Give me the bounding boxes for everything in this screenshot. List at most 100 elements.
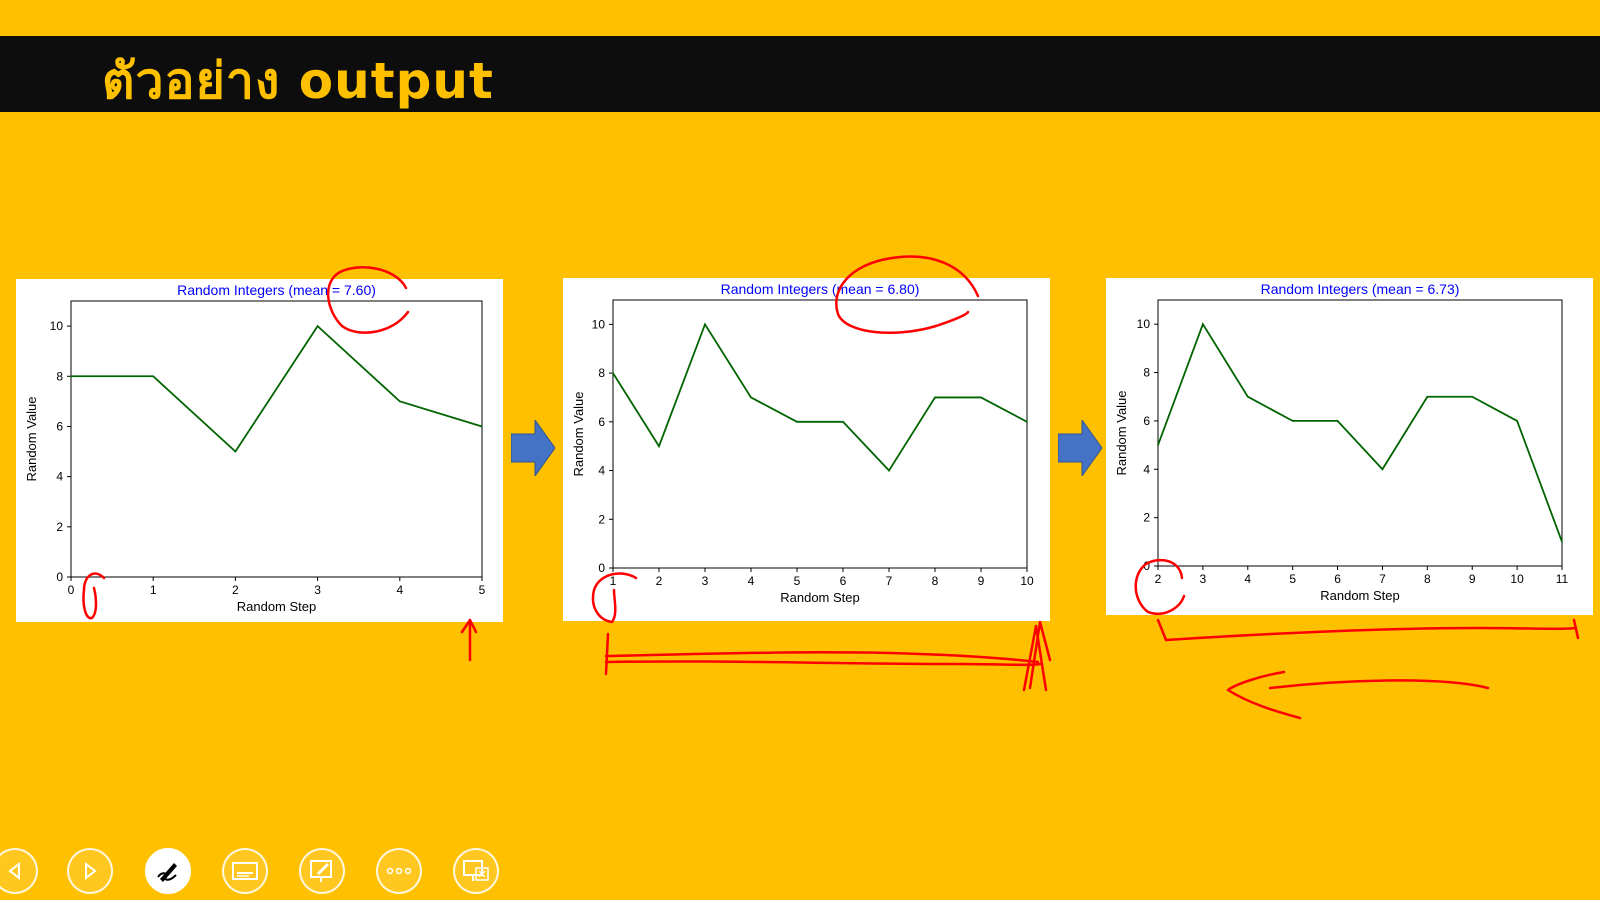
data-point [1561, 541, 1563, 543]
y-tick-label: 2 [598, 512, 605, 526]
data-point [1026, 421, 1028, 423]
data-point [750, 396, 752, 399]
x-tick-label: 5 [1289, 572, 1296, 586]
x-tick-label: 0 [68, 583, 75, 597]
chart-panel-2: Random Integers (mean = 6.80) 0 2 4 6 8 10 1 2 3 4… [563, 278, 1050, 621]
data-point [888, 469, 890, 472]
x-tick-label: 9 [1469, 572, 1476, 586]
previous-icon [8, 861, 20, 881]
x-tick-label: 2 [656, 574, 663, 588]
x-tick-label: 9 [978, 574, 985, 588]
y-tick-label: 10 [592, 317, 606, 331]
pen-tool-button[interactable] [145, 848, 191, 894]
y-tick-label: 10 [50, 319, 64, 333]
slide-overview-icon [310, 860, 332, 882]
y-tick-label: 10 [1137, 317, 1151, 331]
plot-frame [70, 300, 483, 578]
plot-frame [612, 299, 1028, 569]
data-point [399, 400, 401, 403]
series-line [71, 324, 483, 453]
plot-frame [1157, 299, 1563, 567]
x-tick-label: 6 [1334, 572, 1341, 586]
data-point [842, 421, 844, 423]
chart-title: Random Integers (mean = 6.80) [721, 281, 920, 297]
x-tick-label: 5 [794, 574, 801, 588]
x-tick-label: 3 [1200, 572, 1207, 586]
title-bar: ตัวอย่าง output [0, 36, 1600, 112]
data-point [1381, 468, 1384, 471]
y-tick-label: 8 [598, 366, 605, 380]
x-tick-label: 8 [1424, 572, 1431, 586]
chart-title: Random Integers (mean = 6.73) [1261, 281, 1460, 297]
data-point [1471, 395, 1474, 398]
x-tick-label: 1 [150, 583, 157, 597]
next-slide-button[interactable] [67, 848, 113, 894]
y-tick-label: 2 [1143, 511, 1150, 525]
next-icon [85, 861, 97, 881]
y-tick-label: 6 [56, 419, 63, 433]
y-tick-label: 8 [56, 369, 63, 383]
chart-panel-1: Random Integers (mean = 7.60) 0 2 4 6 8 10 0 1 2 3… [16, 279, 503, 622]
data-point [152, 375, 154, 378]
x-tick-label: 7 [1379, 572, 1386, 586]
x-axis-label: Random Step [237, 599, 317, 614]
chart-title: Random Integers (mean = 7.60) [177, 282, 376, 298]
previous-slide-button[interactable] [0, 848, 38, 894]
right-arrow-icon [1058, 420, 1102, 476]
x-tick-label: 3 [314, 583, 321, 597]
y-tick-label: 0 [56, 570, 63, 584]
x-axis-label: Random Step [1320, 588, 1400, 603]
data-point [1202, 323, 1204, 325]
y-tick-label: 2 [56, 520, 63, 534]
x-tick-label: 4 [1244, 572, 1251, 586]
x-tick-label: 4 [748, 574, 755, 588]
slide-title: ตัวอย่าง output [102, 52, 494, 110]
end-show-icon [463, 860, 489, 881]
x-tick-label: 4 [396, 583, 403, 597]
data-point [1426, 395, 1429, 398]
x-tick-label: 5 [479, 583, 486, 597]
y-tick-label: 4 [1143, 462, 1150, 476]
x-tick-label: 2 [232, 583, 239, 597]
y-tick-label: 4 [598, 464, 605, 478]
x-axis-label: Random Step [780, 590, 860, 605]
x-tick-label: 1 [610, 574, 617, 588]
x-tick-label: 7 [886, 574, 893, 588]
x-tick-label: 10 [1020, 574, 1034, 588]
data-point [70, 375, 72, 378]
x-tick-label: 8 [932, 574, 939, 588]
subtitles-button[interactable] [222, 848, 268, 894]
slide-overview-button[interactable] [299, 848, 345, 894]
data-point [481, 425, 483, 428]
y-tick-label: 8 [1143, 366, 1150, 380]
y-tick-label: 6 [598, 415, 605, 429]
x-tick-label: 11 [1556, 572, 1569, 586]
data-point [1516, 420, 1518, 422]
data-point [612, 372, 614, 374]
more-options-icon [386, 867, 412, 875]
series-line [612, 322, 1028, 473]
end-show-button[interactable] [453, 848, 499, 894]
chart-panel-3: Random Integers (mean = 6.73) 0 2 4 6 8 10 2 3 4 5… [1106, 278, 1593, 615]
y-tick-label: 0 [598, 561, 605, 575]
x-tick-label: 2 [1155, 572, 1162, 586]
data-point [1291, 420, 1294, 422]
more-options-button[interactable] [376, 848, 422, 894]
y-axis-label: Random Value [1114, 390, 1129, 475]
series-line [1157, 322, 1563, 543]
pen-icon [157, 863, 177, 882]
x-tick-label: 10 [1510, 572, 1524, 586]
y-axis-label: Random Value [571, 391, 586, 476]
y-tick-label: 4 [56, 470, 63, 484]
subtitles-icon [232, 862, 258, 880]
data-point [1336, 420, 1339, 422]
presentation-toolbar [0, 848, 520, 900]
data-point [980, 396, 982, 399]
x-tick-label: 3 [702, 574, 709, 588]
right-arrow-icon [511, 420, 555, 476]
data-point [796, 421, 798, 423]
data-point [658, 445, 660, 447]
data-point [704, 323, 706, 326]
